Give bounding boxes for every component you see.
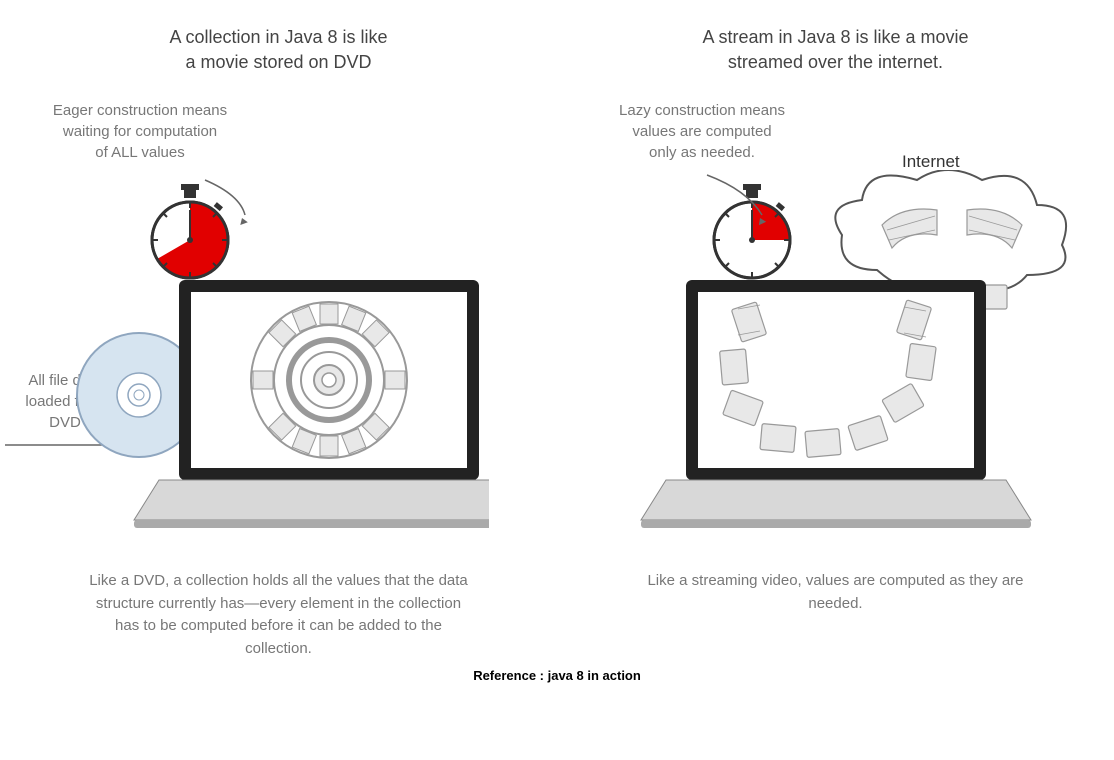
lazy-annotation: Lazy construction meansvalues are comput… [597,100,807,163]
stream-panel: A stream in Java 8 is like a moviestream… [577,20,1094,660]
collection-caption: Like a DVD, a collection holds all the v… [89,570,469,660]
laptop-stream [626,275,1046,560]
stream-caption: Like a streaming video, values are compu… [646,570,1026,615]
collection-title: A collection in Java 8 is likea movie st… [169,25,387,75]
reference-text: Reference : java 8 in action [20,668,1094,683]
laptop-dvd-icon [69,275,489,555]
laptop-stream-icon [626,275,1046,555]
collection-panel: A collection in Java 8 is likea movie st… [20,20,537,660]
laptop-dvd [69,275,489,560]
eager-annotation: Eager construction meanswaiting for comp… [30,100,250,163]
stream-title: A stream in Java 8 is like a moviestream… [702,25,968,75]
